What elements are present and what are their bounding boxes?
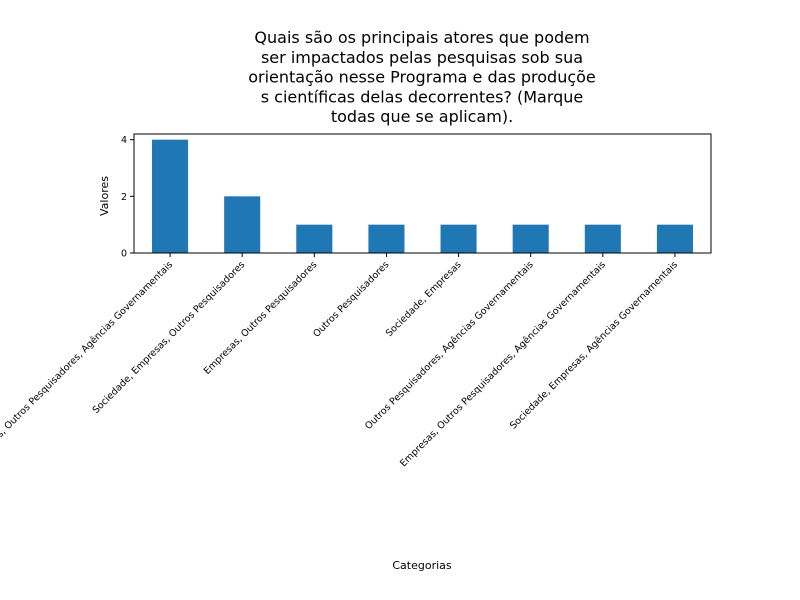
- chart-title-line: ser impactados pelas pesquisas sob sua: [261, 48, 583, 67]
- chart-title: Quais são os principais atores que podem…: [248, 28, 596, 126]
- x-axis-label: Categorias: [392, 559, 452, 572]
- x-tick-label: Empresas, Outros Pesquisadores: [202, 259, 320, 377]
- x-tick-label: Sociedade, Empresas, Outros Pesquisadore…: [91, 259, 248, 416]
- x-tick-label: Outros Pesquisadores, Agências Govername…: [363, 259, 536, 432]
- bar: [152, 139, 189, 253]
- bar: [656, 224, 693, 253]
- chart-title-line: Quais são os principais atores que podem: [254, 28, 589, 47]
- x-tick-label: Outros Pesquisadores: [311, 259, 391, 339]
- x-tick-label: Sociedade, Empresas: [384, 259, 464, 339]
- bar: [368, 224, 405, 253]
- y-tick-label: 4: [121, 135, 127, 146]
- bars: [152, 139, 693, 253]
- y-axis-label: Valores: [98, 176, 111, 216]
- chart-title-line: todas que se aplicam).: [331, 107, 513, 126]
- bar: [584, 224, 621, 253]
- bar: [224, 196, 261, 253]
- bar: [296, 224, 333, 253]
- x-tick-label: Sociedade, Empresas, Outros Pesquisadore…: [0, 259, 175, 508]
- y-tick-label: 2: [121, 192, 127, 203]
- y-axis: 0 2 4: [121, 135, 134, 260]
- y-tick-label: 0: [121, 249, 127, 260]
- chart-title-line: orientação nesse Programa e das produçõe: [248, 68, 596, 87]
- bar: [440, 224, 477, 253]
- bar: [512, 224, 549, 253]
- plot-frame: [133, 133, 712, 254]
- x-tick-label: Sociedade, Empresas, Agências Governamen…: [508, 259, 680, 431]
- chart-title-line: s científicas delas decorrentes? (Marque: [261, 87, 584, 106]
- x-axis: Sociedade, Empresas, Outros Pesquisadore…: [0, 253, 680, 508]
